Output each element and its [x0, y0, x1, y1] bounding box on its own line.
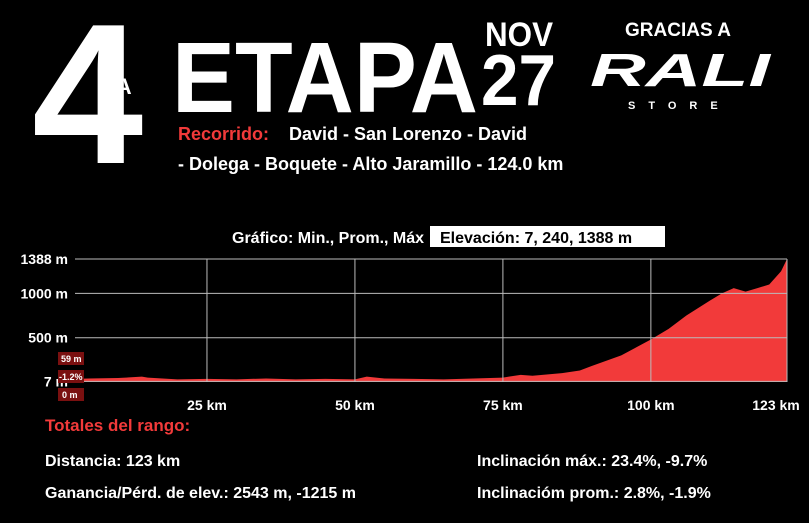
cursor-box — [58, 370, 84, 383]
cursor-label: 59 m — [61, 354, 82, 364]
cursor-label: 0 m — [62, 390, 78, 400]
totals-title: Totales del rango: — [45, 416, 190, 435]
sponsor-logo: RALI — [590, 44, 772, 96]
chart-subtitle: Gráfico: Min., Prom., Máx — [232, 230, 424, 247]
y-tick-label: 500 m — [28, 330, 68, 346]
stage-suffix: TA — [104, 74, 132, 99]
total-item: Inclinacióm prom.: 2.8%, -1.9% — [477, 485, 711, 502]
chart-summary: Elevación: 7, 240, 1388 m — [440, 230, 632, 247]
x-tick-label: 50 km — [335, 397, 375, 413]
y-tick-label: 1000 m — [21, 285, 68, 301]
total-item: Distancia: 123 km — [45, 453, 180, 470]
stage-title: ETAPA — [172, 22, 478, 134]
day: 27 — [481, 41, 556, 121]
route-label: Recorrido: — [178, 124, 269, 144]
cursor-label: -1.2% — [59, 372, 83, 382]
total-item: Inclinación máx.: 23.4%, -9.7% — [477, 453, 707, 470]
sponsor-sub: STORE — [628, 100, 731, 112]
total-item: Ganancia/Pérd. de elev.: 2543 m, -1215 m — [45, 485, 356, 502]
summary-box — [430, 226, 665, 247]
y-tick-label: 1388 m — [21, 251, 68, 267]
stage-number: 4 — [32, 0, 143, 206]
thanks: GRACIAS A — [625, 20, 731, 41]
cursor-box — [58, 352, 84, 365]
elevation-area — [59, 259, 787, 382]
cursor-box — [58, 388, 84, 401]
route-line: - Dolega - Boquete - Alto Jaramillo - 12… — [178, 154, 563, 174]
x-tick-label: 123 km — [752, 397, 799, 413]
route-line: David - San Lorenzo - David — [289, 124, 527, 144]
x-tick-label: 100 km — [627, 397, 674, 413]
x-tick-label: 25 km — [187, 397, 227, 413]
x-tick-label: 75 km — [483, 397, 523, 413]
month: NOV — [485, 16, 553, 54]
